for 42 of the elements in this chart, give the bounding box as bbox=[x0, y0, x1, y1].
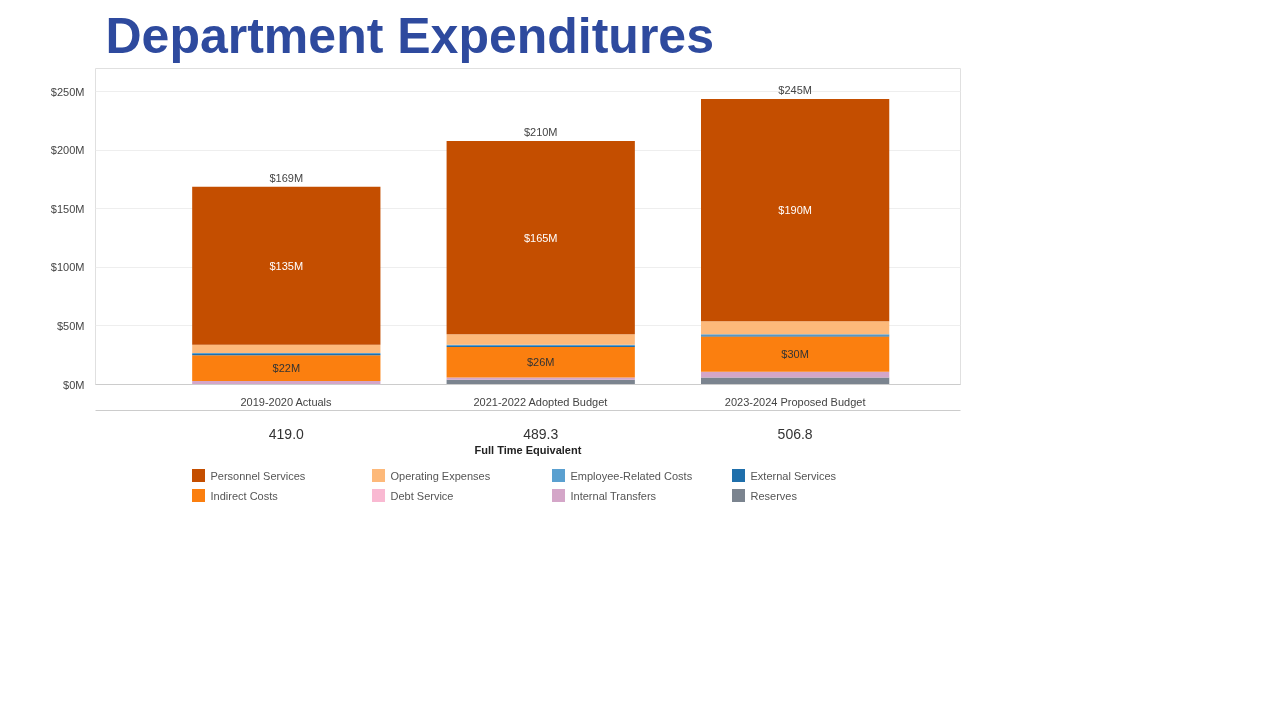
legend-label: External Services bbox=[750, 469, 837, 482]
legend-label: Indirect Costs bbox=[210, 489, 279, 502]
legend-label: Employee-Related Costs bbox=[570, 469, 693, 482]
data-label: $190M bbox=[778, 204, 812, 217]
bar bbox=[192, 186, 381, 345]
bar bbox=[701, 336, 890, 372]
text: Full Time Equivalent bbox=[474, 443, 582, 456]
legend-label: Debt Service bbox=[390, 489, 454, 502]
legend-label: Operating Expenses bbox=[390, 469, 491, 482]
y-tick-label: $200M bbox=[50, 144, 85, 157]
bar bbox=[701, 321, 890, 335]
bar bbox=[701, 98, 890, 322]
x-tick-label: 2019-2020 Actuals bbox=[240, 395, 333, 408]
text: 419.0 bbox=[268, 425, 305, 442]
total-label: $245M bbox=[778, 83, 812, 96]
data-label: $135M bbox=[269, 259, 304, 272]
bar bbox=[446, 347, 635, 378]
bar bbox=[446, 334, 635, 345]
bar bbox=[192, 344, 381, 353]
bar bbox=[192, 355, 381, 381]
bar bbox=[446, 141, 635, 335]
y-tick-label: $100M bbox=[50, 261, 85, 274]
x-tick-label: 2021-2022 Adopted Budget bbox=[473, 395, 608, 408]
chart-title: Department Expenditures bbox=[105, 7, 714, 64]
data-label: $26M bbox=[526, 356, 555, 369]
y-tick-label: $250M bbox=[50, 85, 85, 98]
y-tick-label: $0M bbox=[63, 378, 85, 391]
total-label: $169M bbox=[269, 171, 304, 184]
x-tick-label: 2023-2024 Proposed Budget bbox=[724, 395, 866, 408]
legend-label: Personnel Services bbox=[210, 469, 306, 482]
data-label: $165M bbox=[523, 231, 558, 244]
legend-label: Reserves bbox=[750, 489, 798, 502]
y-tick-label: $50M bbox=[56, 319, 85, 332]
text: 489.3 bbox=[523, 425, 559, 442]
data-label: $22M bbox=[272, 362, 301, 375]
bar bbox=[701, 377, 890, 385]
legend-label: Internal Transfers bbox=[570, 489, 657, 502]
data-label: $30M bbox=[781, 348, 809, 361]
text: 506.8 bbox=[777, 425, 813, 442]
y-tick-label: $150M bbox=[50, 202, 85, 215]
bar bbox=[446, 377, 635, 380]
total-label: $210M bbox=[523, 126, 558, 139]
